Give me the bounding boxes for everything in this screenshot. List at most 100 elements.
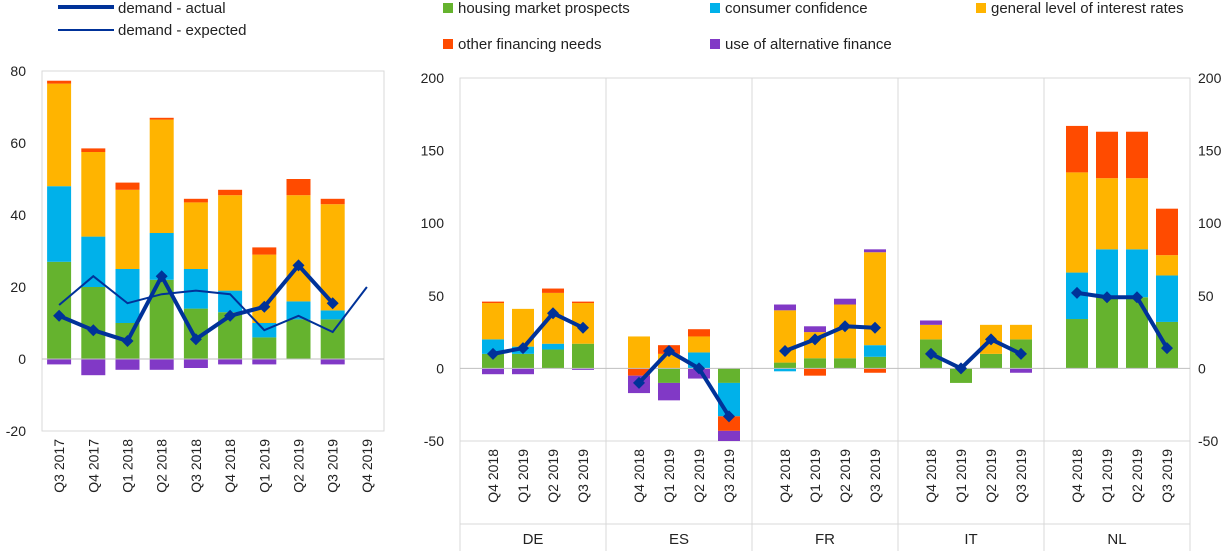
right-demand-actual-point-fr <box>839 320 851 333</box>
left-bar-interest-segment <box>286 195 311 302</box>
right-x-tick-label: Q1 2019 <box>1099 449 1115 503</box>
right-demand-actual-point-fr <box>779 344 791 357</box>
right-bar-nl-other-segment <box>1126 131 1148 179</box>
right-x-tick-label: Q4 2018 <box>631 449 647 503</box>
right-bar-de-housing-segment <box>482 353 504 369</box>
left-demand-actual-point <box>87 324 100 337</box>
right-bar-nl-housing-segment <box>1096 297 1118 369</box>
left-bar-interest-segment <box>252 254 277 323</box>
right-x-tick-label: Q1 2019 <box>661 449 677 503</box>
right-bar-de-consumer-segment <box>482 339 504 354</box>
right-x-tick-label: Q2 2019 <box>983 449 999 503</box>
right-x-tick-label: Q4 2018 <box>923 449 939 503</box>
left-x-tick-label: Q4 2017 <box>85 439 101 493</box>
right-bar-nl-consumer-segment <box>1156 275 1178 322</box>
legend-alternative-label: use of alternative finance <box>725 36 892 53</box>
left-bar-interest-segment <box>81 152 106 237</box>
right-bar-it-housing-segment <box>950 368 972 383</box>
left-bar-other-segment <box>47 80 72 84</box>
left-bar-consumer-segment <box>286 301 311 320</box>
left-bar-interest-segment <box>183 202 208 269</box>
right-bar-es-other-segment <box>688 329 710 337</box>
right-y-tick-label-left: 50 <box>428 288 444 304</box>
left-x-tick-label: Q4 2018 <box>222 439 238 493</box>
right-demand-actual-line-de <box>492 311 584 356</box>
right-bar-fr-alternative-segment <box>834 298 856 305</box>
legend-consumer-swatch <box>710 3 720 13</box>
right-demand-actual-point-es <box>723 410 735 423</box>
legend-demand-expected: demand - expected <box>58 22 246 39</box>
right-bar-nl-other-segment <box>1096 131 1118 179</box>
right-bar-de-housing-segment <box>572 343 594 369</box>
legend-demand-actual-swatch <box>58 5 114 9</box>
left-bar-interest-segment <box>115 189 140 269</box>
right-y-tick-label-right: 50 <box>1198 288 1214 304</box>
right-demand-actual-point-es <box>663 344 675 357</box>
right-demand-actual-point-nl <box>1161 342 1173 355</box>
right-group-label: ES <box>669 531 689 548</box>
left-demand-actual-point <box>155 270 168 283</box>
left-bar-alternative-segment <box>81 359 106 376</box>
right-bar-fr-housing-segment <box>834 358 856 369</box>
right-x-tick-label: Q1 2019 <box>515 449 531 503</box>
left-bar-interest-segment <box>218 195 243 291</box>
left-x-tick-label: Q3 2017 <box>51 439 67 493</box>
left-demand-expected-line <box>58 274 368 334</box>
right-y-tick-label-left: 0 <box>436 360 444 376</box>
left-y-tick-label: 60 <box>10 135 26 151</box>
right-bar-es-housing-segment <box>658 368 680 383</box>
left-bar-alternative-segment <box>252 359 277 365</box>
right-bar-fr-housing-segment <box>774 362 796 369</box>
legend-alternative-swatch <box>710 39 720 49</box>
left-demand-actual-point <box>326 297 339 310</box>
right-demand-actual-point-de <box>547 307 559 320</box>
right-group-label: DE <box>523 531 544 548</box>
legend-housing: housing market prospects <box>443 0 630 17</box>
left-bar-consumer-segment <box>320 310 345 320</box>
right-bar-de-other-segment <box>542 288 564 293</box>
legend-other: other financing needs <box>443 36 601 53</box>
right-demand-actual-point-it <box>925 347 937 360</box>
legend-other-swatch <box>443 39 453 49</box>
right-y-tick-label-left: 150 <box>421 143 445 159</box>
legend-demand-actual: demand - actual <box>58 0 226 17</box>
left-y-tick-label: 80 <box>10 63 26 79</box>
right-bar-de-interest-segment <box>482 303 504 340</box>
left-bar-other-segment <box>252 247 277 255</box>
right-bar-es-housing-segment <box>718 368 740 383</box>
right-bar-de-other-segment <box>482 301 504 304</box>
left-bar-alternative-segment <box>149 359 174 370</box>
right-bar-de-alternative-segment <box>572 368 594 370</box>
right-demand-actual-point-de <box>487 347 499 360</box>
left-bar-other-segment <box>149 117 174 120</box>
left-x-tick-label: Q2 2018 <box>154 439 170 493</box>
right-bar-de-alternative-segment <box>512 368 534 375</box>
left-bar-other-segment <box>81 148 106 152</box>
right-demand-actual-line-nl <box>1076 290 1169 350</box>
right-bar-fr-housing-segment <box>864 356 886 369</box>
left-x-tick-label: Q4 2019 <box>359 439 375 493</box>
legend-demand-expected-label: demand - expected <box>118 22 247 39</box>
right-y-tick-label-left: 200 <box>421 70 445 86</box>
right-demand-actual-point-fr <box>809 333 821 346</box>
right-bar-es-other-segment <box>628 368 650 376</box>
right-bar-fr-other-segment <box>864 368 886 373</box>
right-demand-actual-point-it <box>955 362 967 375</box>
right-demand-actual-point-de <box>517 342 529 355</box>
right-bar-es-alternative-segment <box>718 430 740 441</box>
left-y-tick-label: 20 <box>10 279 26 295</box>
right-bar-it-housing-segment <box>980 353 1002 369</box>
right-bar-nl-consumer-segment <box>1126 249 1148 298</box>
legend-demand-actual-label: demand - actual <box>118 0 226 17</box>
right-demand-actual-point-nl <box>1131 291 1143 304</box>
right-bar-it-interest-segment <box>920 324 942 340</box>
right-x-tick-label: Q1 2019 <box>953 449 969 503</box>
right-x-tick-label: Q4 2018 <box>777 449 793 503</box>
right-x-tick-label: Q2 2019 <box>545 449 561 503</box>
right-x-tick-label: Q4 2018 <box>485 449 501 503</box>
left-demand-actual-point <box>53 309 66 322</box>
left-demand-actual-point <box>292 259 305 272</box>
right-y-tick-label-right: 200 <box>1198 70 1222 86</box>
